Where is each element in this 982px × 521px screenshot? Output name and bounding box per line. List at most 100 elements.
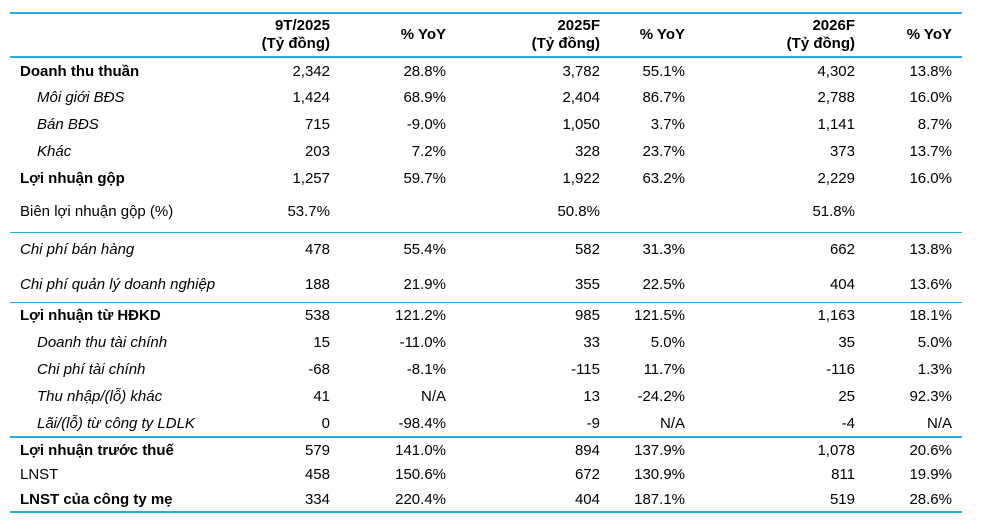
cell: 1.3% xyxy=(917,361,952,378)
row-label: Doanh thu tài chính xyxy=(37,334,168,351)
cell: -4 xyxy=(841,414,855,432)
col-title: % YoY xyxy=(639,26,685,43)
cell: 130.9% xyxy=(634,466,685,483)
cell: 20.6% xyxy=(865,436,962,462)
cell: 92.3% xyxy=(909,388,952,405)
cell: 8.7% xyxy=(917,116,952,133)
cell: 63.2% xyxy=(642,170,685,187)
cell: 18.1% xyxy=(865,301,962,329)
row-label: Bán BĐS xyxy=(37,116,99,133)
table-row: Doanh thu tài chính 15 -11.0% 33 5.0% 35… xyxy=(10,329,962,356)
cell: 22.5% xyxy=(642,275,685,293)
cell: 1,163 xyxy=(695,301,865,329)
cell: -8.1% xyxy=(406,361,446,378)
cell: 672 xyxy=(574,466,600,483)
row-label: Lợi nhuận gộp xyxy=(20,170,125,187)
row-label: Lợi nhuận trước thuế xyxy=(10,436,230,462)
row-label: Lãi/(lỗ) từ công ty LDLK xyxy=(37,414,195,432)
table-row: Lãi/(lỗ) từ công ty LDLK 0 -98.4% -9 N/A… xyxy=(10,410,962,437)
col-header-period-9t2025: 9T/2025 (Tỷ đồng) xyxy=(230,13,340,58)
cell: 1,257 xyxy=(292,170,330,187)
cell: N/A xyxy=(420,388,446,405)
col-header-period-2026f: 2026F (Tỷ đồng) xyxy=(695,13,865,58)
cell: 404 xyxy=(574,490,600,508)
cell: 53.7% xyxy=(287,203,330,221)
row-label: Chi phí quản lý doanh nghiệp xyxy=(20,275,216,293)
cell: 1,424 xyxy=(292,89,330,106)
cell: -9.0% xyxy=(406,116,446,133)
cell: 0 xyxy=(321,414,330,432)
cell: -24.2% xyxy=(637,388,685,405)
cell: 1,050 xyxy=(562,116,600,133)
cell: 2,788 xyxy=(817,89,855,106)
row-label: Khác xyxy=(37,143,72,160)
cell xyxy=(340,192,456,232)
cell: 68.9% xyxy=(403,89,446,106)
cell: 458 xyxy=(304,466,330,483)
row-label: Biên lợi nhuận gộp (%) xyxy=(20,203,174,221)
cell: 16.0% xyxy=(909,170,952,187)
cell: 985 xyxy=(456,301,610,329)
cell: 355 xyxy=(574,275,600,293)
cell: 121.5% xyxy=(610,301,695,329)
col-title: % YoY xyxy=(906,26,952,43)
cell: 28.6% xyxy=(909,490,952,508)
col-subtitle: (Tỷ đồng) xyxy=(261,35,330,52)
cell: 15 xyxy=(313,334,330,351)
cell: 478 xyxy=(230,231,340,267)
cell: 373 xyxy=(829,143,855,160)
cell: 715 xyxy=(304,116,330,133)
table-row: LNST của công ty mẹ 334 220.4% 404 187.1… xyxy=(10,487,962,512)
cell: 11.7% xyxy=(643,361,685,378)
cell: 582 xyxy=(456,231,610,267)
table-row: Chi phí bán hàng 478 55.4% 582 31.3% 662… xyxy=(10,231,962,267)
cell: 16.0% xyxy=(909,89,952,106)
cell: 662 xyxy=(695,231,865,267)
cell: 894 xyxy=(456,436,610,462)
col-subtitle: (Tỷ đồng) xyxy=(786,35,855,52)
cell: 2,404 xyxy=(562,89,600,106)
cell: 519 xyxy=(829,490,855,508)
cell: 1,078 xyxy=(695,436,865,462)
cell: 59.7% xyxy=(403,170,446,187)
cell: 33 xyxy=(583,334,600,351)
cell: N/A xyxy=(926,414,952,432)
row-label: Lợi nhuận từ HĐKD xyxy=(10,301,230,329)
cell: 13 xyxy=(583,388,600,405)
table-row: Doanh thu thuần 2,342 28.8% 3,782 55.1% … xyxy=(10,57,962,84)
col-header-empty xyxy=(10,13,230,58)
cell: 121.2% xyxy=(340,301,456,329)
cell: 3.7% xyxy=(650,116,685,133)
table-row: Lợi nhuận gộp 1,257 59.7% 1,922 63.2% 2,… xyxy=(10,165,962,192)
col-title: 9T/2025 xyxy=(274,17,330,34)
table-row: Biên lợi nhuận gộp (%) 53.7% 50.8% 51.8% xyxy=(10,192,962,232)
cell: 51.8% xyxy=(812,203,855,221)
col-title: % YoY xyxy=(400,26,446,43)
col-title: 2025F xyxy=(557,17,600,34)
cell: 2,342 xyxy=(292,62,330,80)
cell: 579 xyxy=(230,436,340,462)
cell: 5.0% xyxy=(650,334,685,351)
cell: -68 xyxy=(308,361,330,378)
row-label: Chi phí bán hàng xyxy=(10,231,230,267)
cell: 137.9% xyxy=(610,436,695,462)
cell: 4,302 xyxy=(817,62,855,80)
cell: 2,229 xyxy=(817,170,855,187)
data-table: 9T/2025 (Tỷ đồng) % YoY 2025F (Tỷ đồng) … xyxy=(10,12,962,513)
cell: 5.0% xyxy=(917,334,952,351)
cell: 328 xyxy=(574,143,600,160)
cell: 55.1% xyxy=(642,62,685,80)
table-row: Lợi nhuận từ HĐKD 538 121.2% 985 121.5% … xyxy=(10,301,962,329)
row-label: Chi phí tài chính xyxy=(37,361,146,378)
cell: 31.3% xyxy=(610,231,695,267)
cell: -9 xyxy=(586,414,600,432)
cell: 86.7% xyxy=(642,89,685,106)
cell: 13.7% xyxy=(909,143,952,160)
table-row: Khác 203 7.2% 328 23.7% 373 13.7% xyxy=(10,138,962,165)
income-statement-table: 9T/2025 (Tỷ đồng) % YoY 2025F (Tỷ đồng) … xyxy=(10,12,962,513)
cell: 404 xyxy=(829,275,855,293)
cell: 141.0% xyxy=(340,436,456,462)
cell: 187.1% xyxy=(634,490,685,508)
cell: 811 xyxy=(831,466,855,483)
